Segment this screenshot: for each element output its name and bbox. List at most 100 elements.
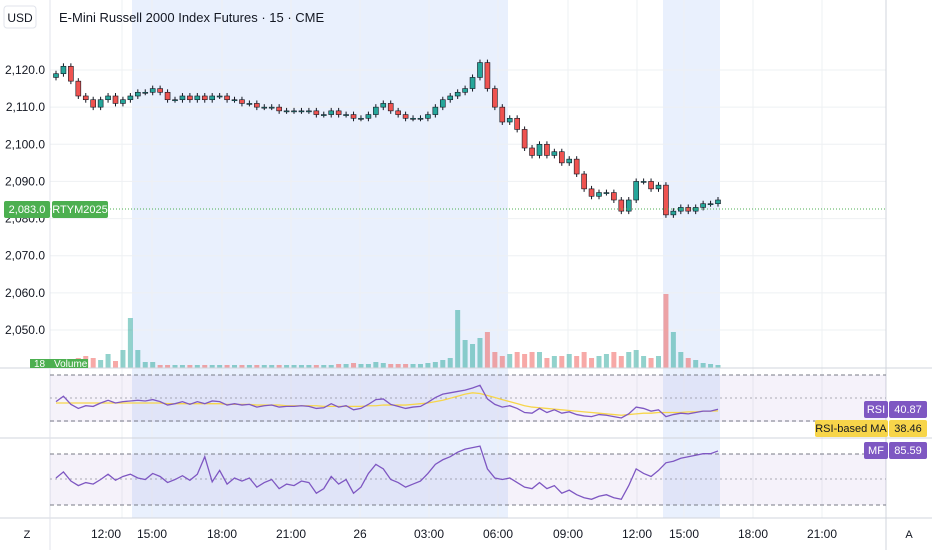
volume-bar bbox=[246, 365, 252, 368]
mf-line bbox=[55, 445, 719, 501]
candle-body bbox=[254, 103, 260, 108]
candle-body bbox=[373, 106, 379, 115]
candle-body bbox=[439, 99, 446, 108]
chart-title: E-Mini Russell 2000 Index Futures · 15 ·… bbox=[59, 10, 324, 25]
volume-bar bbox=[365, 364, 371, 368]
candle-body bbox=[633, 181, 639, 201]
volume-bar bbox=[455, 310, 461, 368]
volume-bar bbox=[224, 365, 230, 368]
candle-body bbox=[68, 65, 74, 82]
candle-body bbox=[358, 117, 364, 120]
log-scale-button[interactable]: Z bbox=[24, 529, 31, 541]
volume-bar bbox=[321, 365, 327, 368]
volume-bar bbox=[425, 363, 431, 368]
session-band bbox=[663, 0, 720, 518]
candle-body bbox=[328, 110, 335, 115]
candle-body bbox=[82, 95, 89, 101]
candle-body bbox=[112, 95, 119, 104]
volume-bar bbox=[358, 364, 364, 368]
symbol-tag bbox=[52, 201, 108, 218]
rsi-ma-label: RSI-based MA bbox=[815, 423, 887, 435]
candle-body bbox=[618, 199, 625, 212]
volume-bar bbox=[708, 364, 714, 368]
price-tick-label: 2,110.0 bbox=[6, 100, 45, 114]
candle-body bbox=[53, 73, 59, 78]
candle-body bbox=[514, 117, 520, 130]
time-tick-label: 12:00 bbox=[91, 527, 121, 541]
volume-bar bbox=[559, 356, 565, 368]
volume-bar bbox=[165, 365, 171, 368]
session-highlights bbox=[132, 0, 720, 518]
candle-body bbox=[469, 77, 476, 89]
volume-bar bbox=[187, 365, 193, 368]
candle-body bbox=[663, 184, 669, 216]
candle-body bbox=[268, 106, 275, 109]
time-tick-label: 21:00 bbox=[807, 527, 837, 541]
candle-body bbox=[588, 188, 595, 197]
candle-body bbox=[707, 203, 714, 206]
volume-bar bbox=[581, 352, 587, 368]
price-tick-label: 2,070.0 bbox=[5, 249, 45, 263]
volume-bar bbox=[715, 365, 721, 368]
volume-bars bbox=[53, 294, 721, 368]
rsi-ma-label-badge bbox=[815, 420, 888, 437]
volume-bar bbox=[678, 352, 684, 368]
auto-scale-button[interactable]: A bbox=[905, 529, 913, 541]
grid-lines bbox=[50, 0, 886, 518]
candle-body bbox=[90, 99, 96, 108]
price-axis-ticks: 2,120.02,110.02,100.02,090.02,080.02,070… bbox=[5, 63, 45, 337]
candle-body bbox=[544, 143, 550, 156]
volume-bar bbox=[626, 352, 632, 368]
candle-body bbox=[60, 65, 67, 75]
candle-body bbox=[216, 95, 223, 98]
candle-body bbox=[581, 173, 587, 190]
volume-bar bbox=[507, 354, 513, 368]
volume-bar bbox=[536, 352, 542, 368]
volume-bar bbox=[179, 365, 185, 368]
price-tick-label: 2,090.0 bbox=[5, 174, 45, 188]
volume-bar bbox=[373, 362, 379, 368]
volume-bar bbox=[596, 356, 602, 368]
volume-bar bbox=[142, 362, 148, 368]
candle-body bbox=[105, 95, 111, 101]
mf-label-badge bbox=[864, 442, 888, 459]
candle-body bbox=[306, 110, 312, 113]
rsi-value-badge bbox=[889, 401, 927, 418]
time-tick-label: 15:00 bbox=[137, 527, 167, 541]
volume-bar bbox=[291, 365, 297, 368]
volume-bar bbox=[239, 365, 245, 368]
currency-label: USD bbox=[7, 11, 33, 25]
candle-body bbox=[477, 62, 483, 78]
candle-body bbox=[387, 103, 394, 112]
candle-body bbox=[335, 110, 342, 115]
candle-body bbox=[291, 110, 297, 113]
candle-body bbox=[521, 129, 528, 149]
session-band bbox=[132, 0, 508, 518]
last-price-badge bbox=[4, 201, 50, 218]
volume-bar bbox=[313, 365, 319, 368]
candle-body bbox=[648, 181, 654, 190]
volume-bar bbox=[447, 358, 453, 368]
volume-bar bbox=[127, 318, 133, 368]
volume-bar bbox=[462, 340, 468, 368]
volume-bar bbox=[603, 354, 609, 368]
time-tick-label: 12:00 bbox=[622, 527, 652, 541]
price-tick-label: 2,050.0 bbox=[5, 323, 45, 337]
volume-bar bbox=[663, 294, 669, 368]
time-tick-label: 15:00 bbox=[669, 527, 699, 541]
mf-label: MF bbox=[868, 445, 884, 457]
candle-body bbox=[135, 91, 141, 97]
volume-bar bbox=[202, 365, 208, 368]
volume-bar bbox=[98, 360, 104, 368]
volume-bar bbox=[611, 352, 617, 368]
volume-bar bbox=[693, 360, 699, 368]
candle-body bbox=[454, 91, 461, 97]
candle-body bbox=[164, 91, 171, 101]
rsi-value: 40.87 bbox=[894, 404, 922, 416]
currency-button[interactable] bbox=[3, 5, 37, 29]
candle-body bbox=[283, 110, 290, 113]
candle-body bbox=[246, 103, 253, 105]
candle-body bbox=[529, 147, 535, 156]
candle-body bbox=[558, 151, 565, 164]
time-tick-label: 26 bbox=[353, 527, 367, 541]
